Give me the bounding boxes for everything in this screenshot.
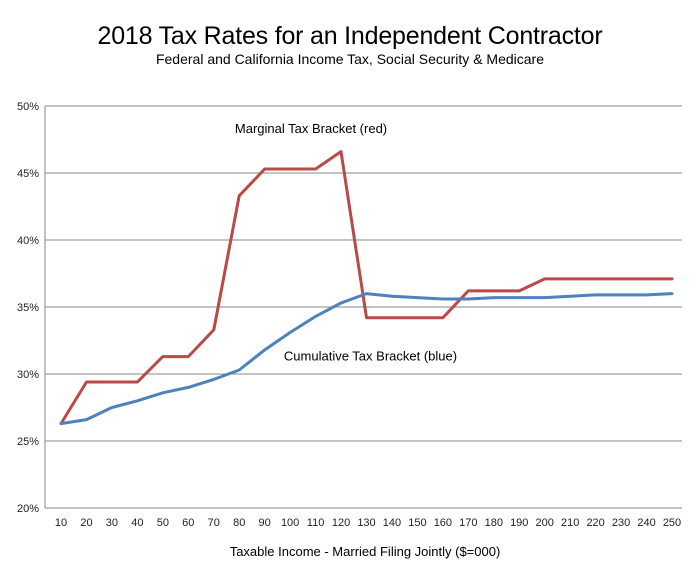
x-tick-label: 160	[434, 517, 452, 529]
y-tick-label: 25%	[17, 436, 39, 448]
x-tick-label: 170	[459, 517, 477, 529]
x-tick-label: 30	[106, 517, 118, 529]
x-axis-ticks: 10 20 30 40 50 60 70 80 90 100 110 120 130 140 150 160 1…	[55, 517, 681, 529]
gridlines	[44, 105, 682, 509]
x-tick-label: 110	[307, 517, 325, 529]
x-tick-label: 60	[182, 517, 194, 529]
x-tick-label: 130	[357, 517, 375, 529]
x-tick-label: 120	[332, 517, 350, 529]
x-tick-label: 50	[157, 517, 169, 529]
y-tick-label: 40%	[17, 235, 39, 247]
x-tick-label: 90	[259, 517, 271, 529]
x-tick-label: 240	[637, 517, 655, 529]
x-tick-label: 100	[281, 517, 299, 529]
x-tick-label: 140	[383, 517, 401, 529]
x-tick-label: 230	[612, 517, 630, 529]
y-tick-label: 45%	[17, 168, 39, 180]
y-tick-label: 50%	[17, 101, 39, 113]
x-tick-label: 40	[131, 517, 143, 529]
marginal-annotation: Marginal Tax Bracket (red)	[235, 121, 387, 136]
y-tick-label: 30%	[17, 369, 39, 381]
y-axis-ticks: 20% 25% 30% 35% 40% 45% 50%	[17, 101, 39, 515]
x-tick-label: 200	[536, 517, 554, 529]
x-tick-label: 70	[208, 517, 220, 529]
y-tick-label: 20%	[17, 503, 39, 515]
y-tick-label: 35%	[17, 302, 39, 314]
marginal-tax-line	[59, 150, 674, 426]
cumulative-tax-line	[59, 292, 674, 426]
cumulative-annotation: Cumulative Tax Bracket (blue)	[284, 349, 457, 364]
x-tick-label: 150	[408, 517, 426, 529]
x-tick-label: 220	[586, 517, 604, 529]
chart-subtitle: Federal and California Income Tax, Socia…	[155, 51, 545, 67]
x-tick-label: 210	[561, 517, 579, 529]
x-tick-label: 80	[233, 517, 245, 529]
x-tick-label: 190	[510, 517, 528, 529]
x-tick-label: 180	[485, 517, 503, 529]
x-tick-label: 250	[663, 517, 681, 529]
x-tick-label: 10	[55, 517, 67, 529]
x-tick-label: 20	[80, 517, 92, 529]
x-axis-label: Taxable Income - Married Filing Jointly …	[230, 544, 501, 559]
series-lines	[59, 150, 674, 426]
annotations: Marginal Tax Bracket (red) Cumulative Tax…	[235, 121, 457, 364]
chart-title: 2018 Tax Rates for an Independent Contra…	[97, 22, 603, 50]
